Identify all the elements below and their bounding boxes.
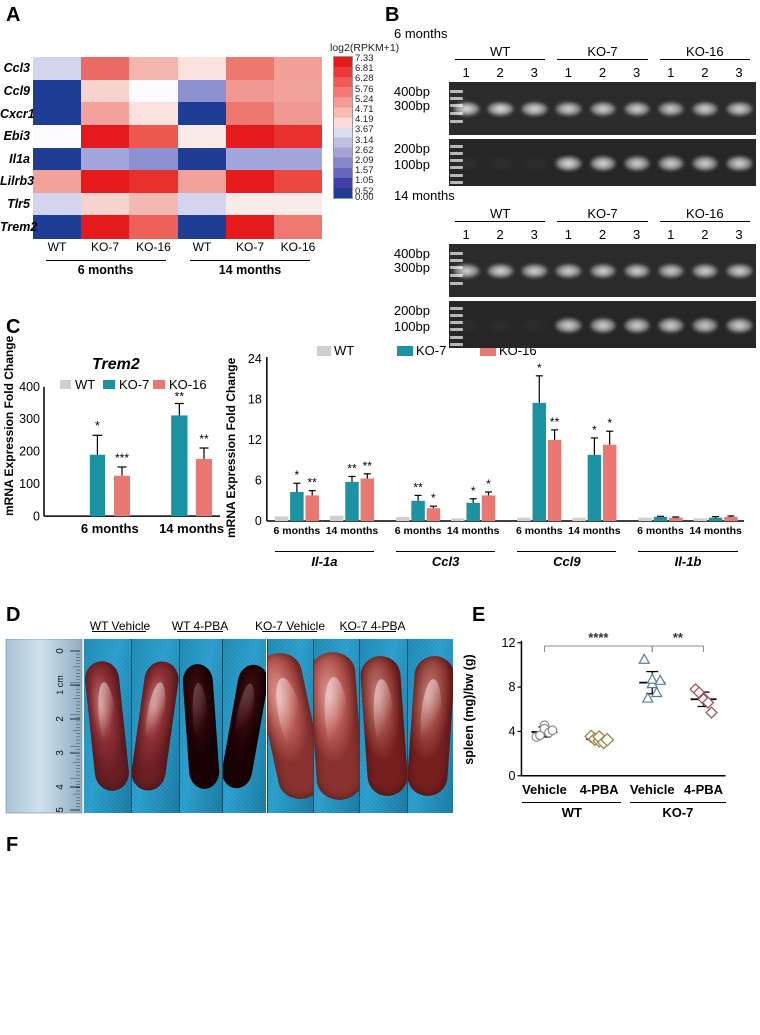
svg-text:**: ** <box>550 415 560 429</box>
svg-text:24: 24 <box>248 352 262 366</box>
svg-text:**: ** <box>175 390 185 404</box>
svg-text:***: *** <box>115 451 129 465</box>
svg-text:8: 8 <box>508 680 515 694</box>
svg-text:200: 200 <box>19 445 40 459</box>
svg-text:**: ** <box>347 461 357 475</box>
svg-text:**: ** <box>673 630 684 645</box>
svg-text:*: * <box>592 423 597 437</box>
svg-text:*: * <box>431 491 436 505</box>
svg-text:****: **** <box>588 630 609 645</box>
svg-text:**: ** <box>413 480 423 494</box>
svg-text:**: ** <box>199 432 209 446</box>
svg-text:*: * <box>486 477 491 491</box>
svg-text:*: * <box>537 361 542 375</box>
svg-text:300: 300 <box>19 412 40 426</box>
svg-text:*: * <box>471 484 476 498</box>
svg-text:0: 0 <box>33 509 40 523</box>
svg-text:*: * <box>295 468 300 482</box>
svg-text:100: 100 <box>19 477 40 491</box>
svg-text:0: 0 <box>508 769 515 783</box>
svg-text:6: 6 <box>255 474 262 488</box>
svg-text:12: 12 <box>248 433 262 447</box>
svg-text:*: * <box>607 416 612 430</box>
svg-text:4: 4 <box>508 724 515 738</box>
svg-text:12: 12 <box>502 636 516 650</box>
svg-text:**: ** <box>308 476 318 490</box>
svg-text:*: * <box>95 418 100 433</box>
svg-text:**: ** <box>363 459 373 473</box>
svg-text:400: 400 <box>19 380 40 394</box>
svg-text:18: 18 <box>248 392 262 406</box>
